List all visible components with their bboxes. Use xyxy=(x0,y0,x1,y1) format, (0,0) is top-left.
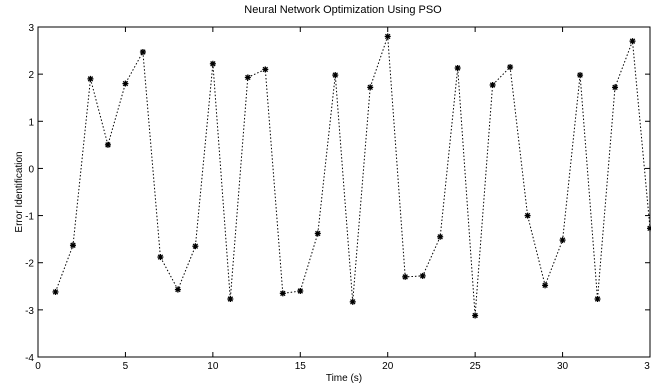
data-point xyxy=(314,230,321,237)
y-axis-label: Error Identification xyxy=(14,151,25,232)
y-tick-label: 1 xyxy=(28,117,34,128)
data-point xyxy=(402,273,409,280)
data-point xyxy=(419,272,426,279)
data-point xyxy=(104,141,111,148)
data-point xyxy=(367,84,374,91)
chart-title: Neural Network Optimization Using PSO xyxy=(244,4,442,16)
data-point xyxy=(52,288,59,295)
data-point xyxy=(227,296,234,303)
data-point xyxy=(139,48,146,55)
x-tick-label: 3 xyxy=(644,361,650,372)
data-point xyxy=(437,233,444,240)
data-point xyxy=(524,212,531,219)
data-point xyxy=(332,72,339,79)
data-point xyxy=(244,74,251,81)
data-point xyxy=(384,33,391,40)
x-axis: 0 5 10 15 20 25 30 3 xyxy=(35,27,651,372)
data-point xyxy=(122,80,129,87)
y-tick-label: 0 xyxy=(28,164,34,175)
x-tick-label: 0 xyxy=(35,361,41,372)
y-tick-label: 3 xyxy=(28,23,34,34)
data-point xyxy=(297,288,304,294)
data-point xyxy=(209,60,216,67)
data-point xyxy=(507,64,514,71)
data-point xyxy=(279,290,286,297)
x-tick-label: 10 xyxy=(207,361,219,372)
x-tick-label: 25 xyxy=(470,361,482,372)
data-point xyxy=(647,225,651,232)
data-points xyxy=(52,33,651,319)
data-point xyxy=(174,286,181,293)
data-point xyxy=(262,66,269,73)
x-tick-label: 15 xyxy=(295,361,307,372)
x-tick-label: 30 xyxy=(557,361,569,372)
data-point xyxy=(87,75,94,82)
series-line xyxy=(55,36,651,316)
data-point xyxy=(542,282,549,289)
data-point xyxy=(69,242,76,249)
data-point xyxy=(192,243,199,250)
data-point xyxy=(489,81,496,88)
data-point xyxy=(577,72,584,79)
data-point xyxy=(349,298,356,305)
x-axis-label: Time (s) xyxy=(326,373,362,383)
plot-area xyxy=(37,26,651,358)
x-tick-label: 20 xyxy=(382,361,394,372)
y-tick-label: -1 xyxy=(25,212,34,223)
y-tick-label: -2 xyxy=(25,259,34,270)
data-point xyxy=(612,84,619,91)
data-point xyxy=(559,237,566,244)
data-point xyxy=(629,38,636,45)
x-tick-label: 5 xyxy=(123,361,129,372)
data-point xyxy=(157,254,164,261)
y-tick-label: -4 xyxy=(25,353,34,364)
data-point xyxy=(472,312,479,319)
y-axis: -4 -3 -2 -1 0 1 2 3 xyxy=(25,23,650,364)
y-tick-label: -3 xyxy=(25,306,34,317)
data-point xyxy=(594,296,601,303)
data-point xyxy=(454,65,461,72)
y-tick-label: 2 xyxy=(28,70,34,81)
